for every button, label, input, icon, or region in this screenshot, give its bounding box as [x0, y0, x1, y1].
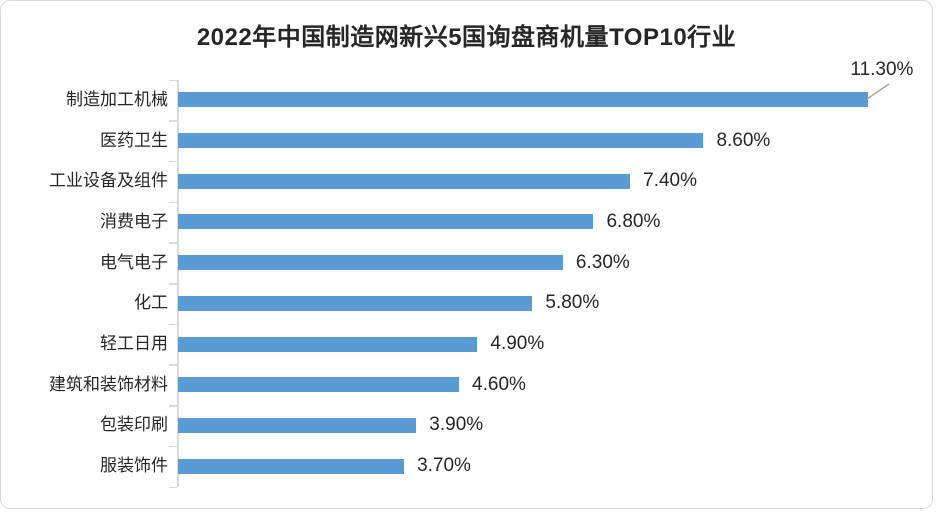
category-label: 医药卫生	[100, 130, 168, 150]
bar	[178, 214, 594, 230]
category-label: 服装饰件	[100, 456, 168, 476]
value-label: 5.80%	[545, 292, 600, 314]
category-label: 电气电子	[100, 252, 168, 272]
category-label: 消费电子	[100, 211, 168, 231]
value-label: 6.80%	[606, 210, 661, 232]
bar	[178, 458, 405, 474]
value-label: 4.90%	[490, 333, 545, 355]
axis-tick	[169, 79, 177, 81]
axis-tick	[169, 445, 177, 448]
category-label: 化工	[134, 293, 168, 313]
axis-tick	[169, 283, 177, 285]
chart-title-prefix: 2022年中国制造网新兴5国询盘商机量	[196, 24, 610, 51]
bar	[178, 133, 704, 149]
value-label-callout: 11.30%	[850, 59, 914, 80]
axis-tick	[169, 323, 177, 326]
value-label: 3.90%	[429, 414, 484, 436]
chart-title-bold: TOP10	[609, 24, 688, 51]
axis-tick	[169, 160, 177, 163]
y-axis-line	[177, 79, 179, 487]
bar	[178, 92, 869, 108]
bar	[178, 377, 460, 393]
value-label: 7.40%	[643, 170, 697, 192]
value-label: 6.30%	[575, 251, 630, 273]
value-label: 4.60%	[472, 373, 526, 395]
axis-tick	[169, 242, 177, 244]
category-label: 建筑和装饰材料	[49, 374, 168, 394]
chart-title-suffix: 行业	[687, 24, 737, 51]
chart-title: 2022年中国制造网新兴5国询盘商机量TOP10行业	[1, 17, 932, 52]
axis-tick	[169, 364, 177, 366]
value-label: 8.60%	[716, 129, 771, 151]
bar	[178, 255, 563, 271]
category-label: 工业设备及组件	[49, 171, 168, 191]
bar	[178, 173, 631, 189]
category-label: 制造加工机械	[66, 89, 168, 109]
category-label: 轻工日用	[100, 334, 168, 354]
axis-tick	[169, 201, 177, 204]
axis-tick	[169, 120, 177, 122]
bar	[178, 295, 533, 311]
category-label: 包装印刷	[100, 415, 168, 435]
value-label: 3.70%	[417, 455, 471, 477]
axis-tick	[169, 486, 177, 488]
axis-tick	[169, 405, 177, 407]
leader-line	[866, 83, 890, 100]
bar	[178, 417, 417, 433]
bar	[178, 336, 478, 352]
